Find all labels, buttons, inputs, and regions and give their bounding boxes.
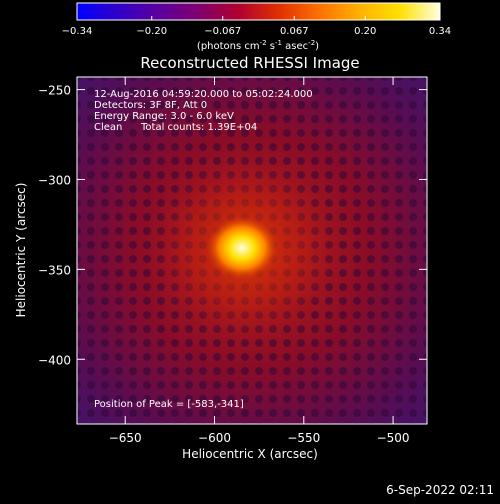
source-peak [206,216,278,280]
y-tick-label: −350 [38,263,71,277]
x-tick-label: −600 [198,431,231,445]
colorbar-tick-label: −0.20 [136,26,167,37]
chart-title: Reconstructed RHESSI Image [140,54,359,72]
image-area [77,77,427,424]
colorbar-tick-label: 0.34 [429,26,451,37]
colorbar-tick-label: −0.34 [62,26,93,37]
colorbar-gradient [76,2,441,21]
y-tick-label: −300 [38,173,71,187]
colorbar-tick-label: −0.067 [204,26,241,37]
annotation-counts: Total counts: 1.39E+04 [140,122,257,133]
plot-frame [76,76,428,425]
annotations: 12-Aug-2016 04:59:20.000 to 05:02:24.000… [94,89,313,410]
annotation-peak-position: Position of Peak = [-583,-341] [94,399,244,410]
annotation-energy: Energy Range: 3.0 - 6.0 keV [94,111,234,122]
annotation-time-range: 12-Aug-2016 04:59:20.000 to 05:02:24.000 [94,89,313,100]
colorbar-units: (photons cm-2 s-1 asec-2) [197,39,319,52]
y-tick-label: −400 [38,353,71,367]
y-axis-ticks: −250 −300 −350 −400 [38,84,427,367]
y-tick-label: −250 [38,84,71,98]
annotation-method: Clean [94,122,122,133]
x-tick-label: −500 [377,431,410,445]
x-axis-ticks: −650 −600 −550 −500 [109,77,410,445]
x-tick-label: −550 [287,431,320,445]
annotation-detectors: Detectors: 3F 8F, Att 0 [94,100,207,111]
x-axis-title: Heliocentric X (arcsec) [182,447,318,461]
colorbar: −0.34 −0.20 −0.067 0.067 0.20 0.34 (photons c… [62,2,451,52]
colorbar-ticks: −0.34 −0.20 −0.067 0.067 0.20 0.34 [62,16,451,37]
footer-date: 6-Sep-2022 02:11 [386,483,494,497]
colorbar-tick-label: 0.067 [280,26,309,37]
y-axis-title: Heliocentric Y (arcsec) [14,183,28,318]
colorbar-tick-label: 0.20 [354,26,376,37]
x-tick-label: −650 [109,431,142,445]
